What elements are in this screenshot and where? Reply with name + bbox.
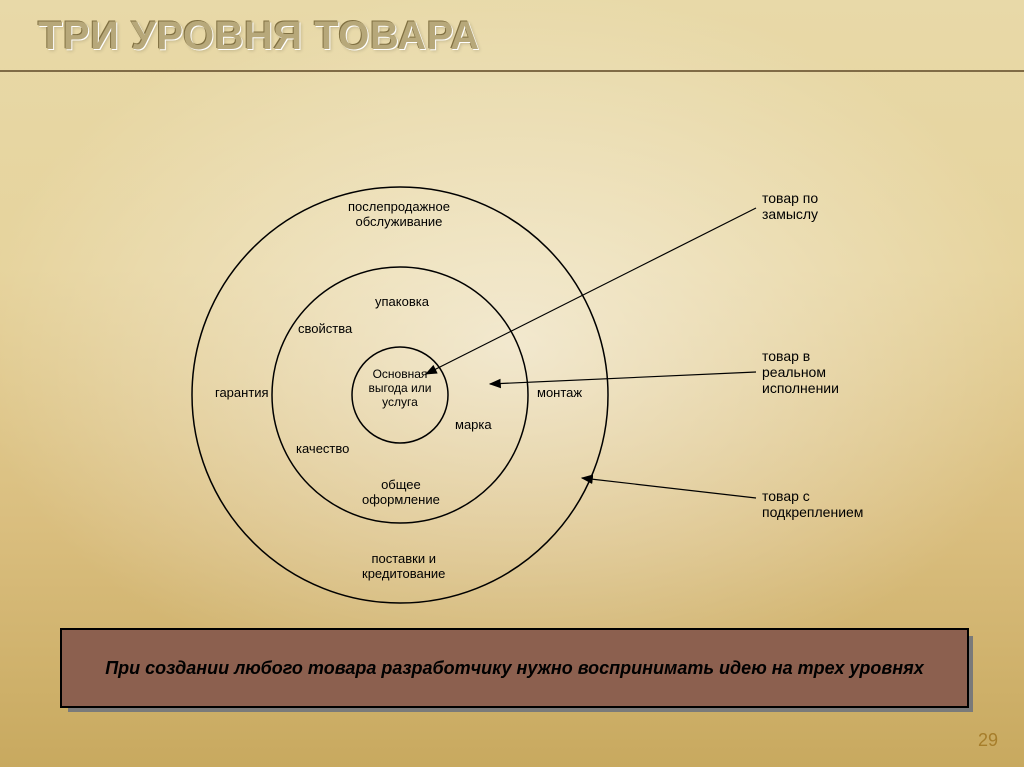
ring2-left: качество (296, 442, 349, 457)
ring2-bottom: общее оформление (362, 478, 440, 508)
bottom-box-body: При создании любого товара разработчику … (60, 628, 969, 708)
ring3-bottom: поставки и кредитование (362, 552, 445, 582)
center-label: Основная выгода или услуга (356, 368, 444, 409)
legend-2: товар в реальном исполнении (762, 348, 839, 396)
legend-3: товар с подкреплением (762, 488, 863, 520)
legend-1: товар по замыслу (762, 190, 818, 222)
ring2-upper-left: свойства (298, 322, 352, 337)
ring3-top: послепродажное обслуживание (348, 200, 450, 230)
bottom-box: При создании любого товара разработчику … (60, 628, 965, 708)
ring2-top: упаковка (375, 295, 429, 310)
ring3-right: монтаж (537, 386, 582, 401)
ring3-left: гарантия (215, 386, 269, 401)
slide-root: ТРИ УРОВНЯ ТОВАРА Основная выгода или ус… (0, 0, 1024, 767)
ring2-right: марка (455, 418, 492, 433)
page-number: 29 (978, 730, 998, 751)
bottom-box-text: При создании любого товара разработчику … (105, 654, 924, 683)
